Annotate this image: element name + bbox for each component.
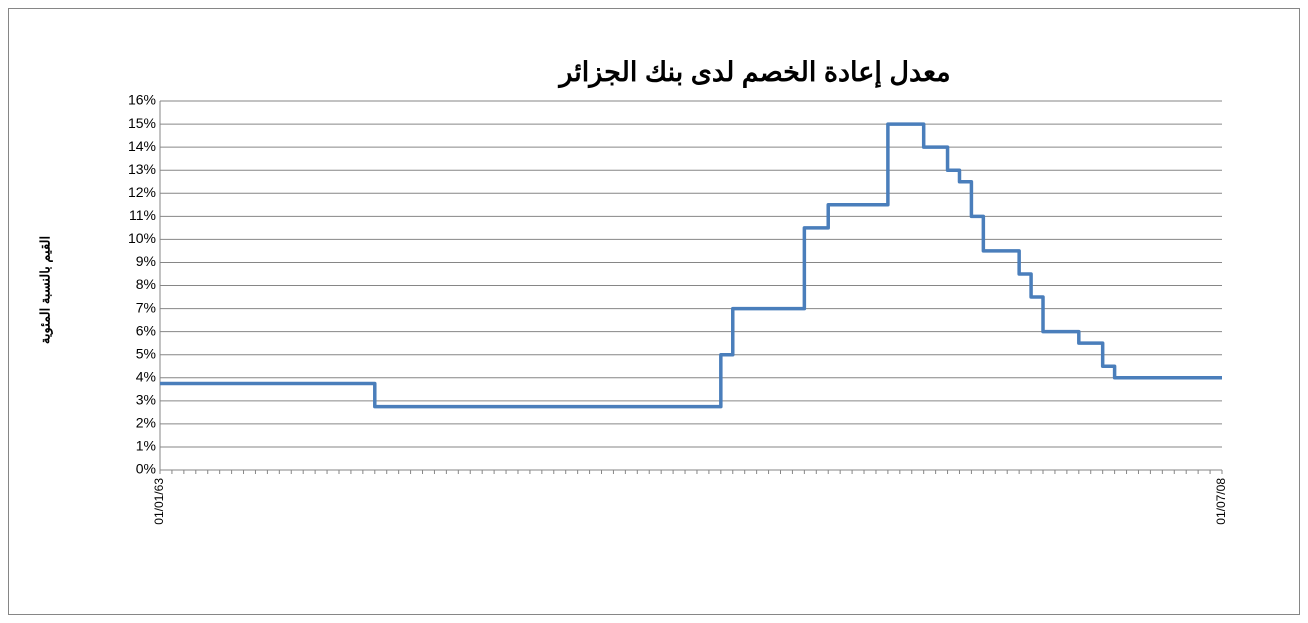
- line-series: [160, 122, 1222, 409]
- y-tick-label: 9%: [136, 253, 156, 269]
- y-tick-label: 12%: [128, 184, 156, 200]
- y-tick-label: 11%: [129, 207, 156, 223]
- y-tick-label: 8%: [136, 276, 156, 292]
- y-tick-label: 2%: [136, 415, 156, 431]
- y-tick-label: 10%: [128, 230, 156, 246]
- x-tick-label: 01/01/63: [152, 478, 166, 525]
- y-tick-label: 16%: [128, 92, 156, 108]
- chart-frame: [8, 8, 1300, 615]
- y-tick-label: 7%: [136, 299, 156, 315]
- chart-title: معدل إعادة الخصم لدى بنك الجزائر: [557, 57, 950, 89]
- y-tick-label: 4%: [136, 368, 156, 384]
- y-tick-label: 1%: [136, 438, 156, 454]
- y-tick-label: 5%: [136, 345, 156, 361]
- y-tick-label: 14%: [128, 138, 156, 154]
- x-tick-label: 01/07/08: [1214, 478, 1228, 525]
- y-tick-label: 13%: [128, 161, 156, 177]
- y-tick-label: 15%: [128, 115, 156, 131]
- y-tick-label: 0%: [136, 461, 156, 477]
- y-tick-label: 3%: [136, 392, 156, 408]
- y-tick-label: 6%: [136, 322, 156, 338]
- y-axis-label: القيم بالنسبة المئوية: [37, 236, 53, 344]
